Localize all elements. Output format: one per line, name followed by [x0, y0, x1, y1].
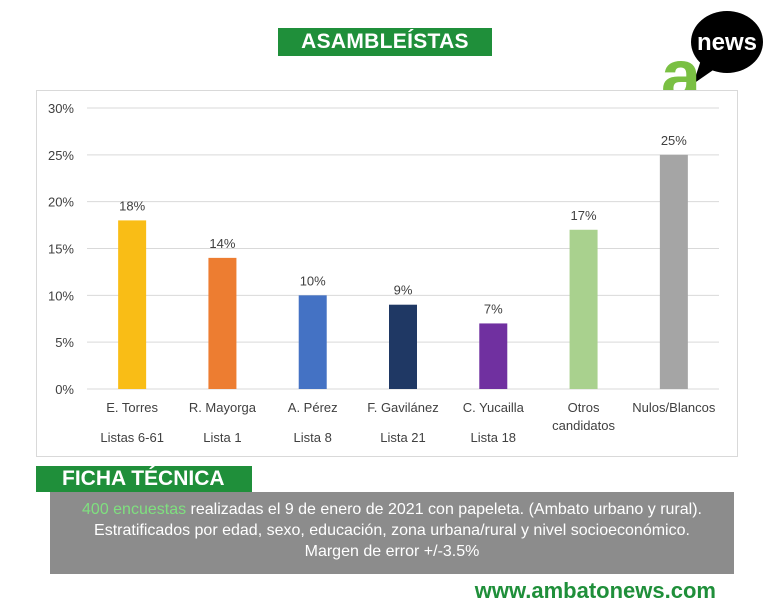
bar	[298, 295, 327, 389]
bar	[479, 323, 508, 389]
footer-url[interactable]: www.ambatonews.com	[474, 578, 716, 603]
bar	[569, 229, 598, 389]
ambatonews-logo[interactable]: news a	[655, 8, 765, 106]
y-tick-label: 25%	[48, 148, 74, 163]
bar	[118, 220, 147, 389]
bar	[208, 257, 237, 389]
chart-area: 0% 5% 10% 15% 20% 25% 30% 18% E. Torres Listas 6-…	[36, 90, 738, 457]
y-tick-label: 30%	[48, 101, 74, 116]
x-tick-sublabel: Lista 21	[380, 430, 426, 445]
y-tick-label: 0%	[55, 382, 74, 397]
data-label: 14%	[209, 236, 235, 251]
bar-chart: 0% 5% 10% 15% 20% 25% 30% 18% E. Torres Listas 6-…	[48, 101, 719, 445]
x-tick-label: F. Gavilánez	[367, 400, 439, 415]
x-tick-label: Otros	[568, 400, 600, 415]
ficha-highlight: 400 encuestas	[82, 501, 187, 518]
x-tick-sublabel: candidatos	[552, 418, 615, 433]
ficha-tecnica-panel: 400 encuestas realizadas el 9 de enero d…	[50, 492, 734, 574]
ficha-line-1-text: realizadas el 9 de enero de 2021 con pap…	[186, 501, 702, 518]
chart-title: ASAMBLEÍSTAS	[278, 28, 492, 56]
x-tick-label: A. Pérez	[288, 400, 338, 415]
data-label: 25%	[661, 133, 687, 148]
ficha-line-1: 400 encuestas realizadas el 9 de enero d…	[50, 499, 734, 520]
data-label: 18%	[119, 198, 145, 213]
x-tick-sublabel: Lista 18	[471, 430, 517, 445]
x-tick-sublabel: Listas 6-61	[100, 430, 164, 445]
ficha-line-2: Estratificados por edad, sexo, educación…	[94, 522, 690, 539]
y-tick-label: 10%	[48, 288, 74, 303]
y-tick-label: 20%	[48, 195, 74, 210]
x-tick-label: Nulos/Blancos	[632, 400, 716, 415]
x-tick-label: E. Torres	[106, 400, 158, 415]
data-label: 9%	[394, 283, 413, 298]
x-tick-label: C. Yucailla	[463, 400, 525, 415]
y-tick-label: 5%	[55, 335, 74, 350]
bar	[659, 154, 688, 389]
x-tick-sublabel: Lista 1	[203, 430, 241, 445]
ficha-line-3: Margen de error +/-3.5%	[304, 543, 480, 560]
data-label: 17%	[571, 208, 597, 223]
y-tick-label: 15%	[48, 242, 74, 257]
bar	[389, 304, 417, 389]
ficha-tecnica-label: FICHA TÉCNICA	[36, 466, 252, 492]
data-label: 7%	[484, 301, 503, 316]
x-tick-label: R. Mayorga	[189, 400, 257, 415]
logo-news-text: news	[697, 29, 757, 56]
data-label: 10%	[300, 273, 326, 288]
speech-bubble-icon	[691, 11, 763, 73]
x-tick-sublabel: Lista 8	[294, 430, 332, 445]
